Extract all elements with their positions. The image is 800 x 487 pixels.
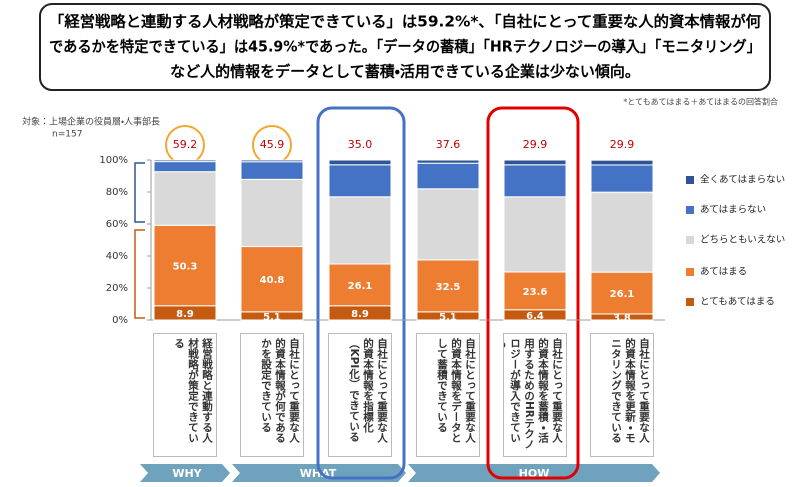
bar-segment [503,159,567,166]
total-label: 59.2 [173,138,198,151]
y-tick-label: 0% [112,315,128,326]
bar-segment [240,178,304,248]
category-label: 自社にとって重要な人的資本情報をデータとして蓄積できている [416,333,480,457]
data-label: 8.9 [351,309,369,320]
bar-segment [240,161,304,180]
total-label: 45.9 [260,138,285,151]
data-label: 40.8 [260,275,285,286]
legend-marker [686,176,694,184]
bar-segment [590,271,654,315]
category-label: 自社にとって重要な人的資本情報を蓄積・活用するためのHRテクノロジーが導入できて… [503,333,567,457]
bar-segment [590,159,654,166]
legend-label: あてはまらない [700,205,766,216]
bar-segment [328,196,392,265]
title-line: であるかを特定できている」は45.9%*であった。「データの蓄積」「HRテクノロ… [49,38,761,56]
phase-arrow [140,464,230,482]
bar-segment [416,188,480,261]
data-label: 5.1 [439,312,457,323]
data-label: 32.5 [436,282,461,293]
note: *とてもあてはまる＋あてはまるの回答割合 [623,97,778,107]
total-label: 37.6 [436,138,461,151]
data-label: 26.1 [348,281,373,292]
total-label: 29.9 [523,138,548,151]
bar-segment [503,271,567,311]
bar-segment [240,246,304,313]
title-line: 「経営戦略と連動する人材戦略が策定できている」は59.2%*、「自社にとって重要… [49,13,761,31]
bar-segment [240,159,304,163]
y-tick-label: 60% [106,219,128,230]
sample: n=157 [52,130,82,140]
legend-label: とてもあてはまる [700,297,775,308]
y-tick-label: 100% [99,155,128,166]
data-label: 50.3 [173,262,198,273]
bracket [134,162,145,223]
legend-marker [686,236,694,244]
category-label: 自社にとって重要な人的資本情報を更新・モニタリングできている [590,333,654,457]
bar-segment [153,171,217,226]
data-label: 8.9 [176,309,194,320]
category-label: 経営戦略と連動する人材戦略が策定できている [153,333,217,457]
legend-label: 全くあてはまらない [700,174,785,186]
bar-segment [153,159,217,163]
y-tick-label: 80% [106,187,128,198]
data-label: 23.6 [523,287,548,298]
bar-segment [503,164,567,198]
bracket [134,229,145,319]
legend-marker [686,268,694,276]
bar-segment [328,159,392,166]
legend-label: あてはまる [700,267,747,278]
bar-segment [590,164,654,193]
legend-label: どちらともいえない [700,235,785,246]
y-tick-label: 40% [106,251,128,262]
legend-marker [686,206,694,214]
total-label: 35.0 [348,138,373,151]
data-label: 5.1 [263,312,281,323]
y-tick-label: 20% [106,283,128,294]
bar-segment [416,162,480,190]
category-label: 自社にとって重要な人的資本情報が何であるかを設定できている [240,333,304,457]
bar-segment [503,196,567,273]
total-label: 29.9 [610,138,635,151]
subject: 対象：上場企業の役員層・人事部長 [22,116,160,128]
phase-label: WHY [172,467,202,480]
data-label: 6.4 [526,311,544,322]
title-box [39,3,771,91]
data-label: 26.1 [610,289,635,300]
highlight-box [486,106,580,480]
highlight-box [316,106,406,480]
bar-segment [590,191,654,273]
bar-segment [153,161,217,173]
bar-segment [328,164,392,198]
bar-segment [416,159,480,164]
bar-segment [153,224,217,307]
phase-arrow [408,464,660,482]
legend-marker [686,298,694,306]
title-line: など人的情報をデータとして蓄積・活用できている企業は少ない傾向。 [170,63,640,81]
bar-segment [416,259,480,313]
data-label: 3.8 [613,313,631,324]
category-label: 自社にとって重要な人的資本情報を指標化（KPI化）できている [328,333,392,457]
